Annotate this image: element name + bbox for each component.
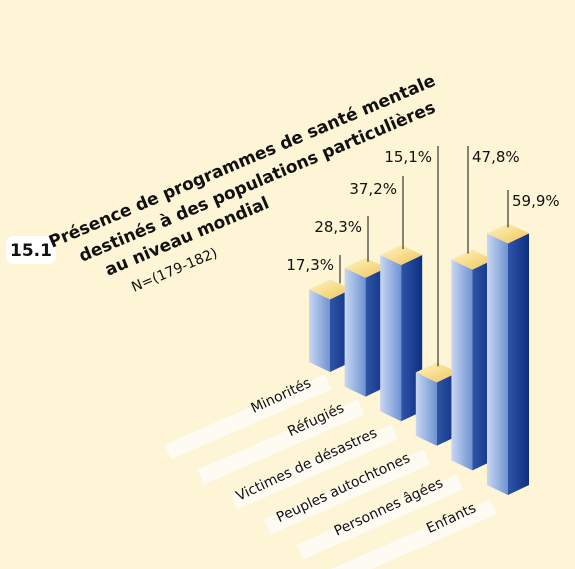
bar-top [380,244,423,265]
value-label: 59,9% [512,192,560,210]
bar-right-face [508,233,529,496]
badge-box [6,236,56,264]
bar-top [451,249,494,270]
label-stripe [164,374,332,460]
bar-left-face [309,289,330,372]
bar-left-face [344,267,366,397]
bar [487,223,529,496]
bar-top [415,362,458,383]
label-stripe [197,399,365,485]
value-label: 37,2% [349,180,397,198]
bar-top [487,223,529,244]
title-line: Présence de programmes de santé mentale [46,71,438,253]
value-label: 17,3% [286,256,334,274]
bar [380,244,423,422]
bar-left-face [415,372,437,446]
value-label: 47,8% [472,148,520,166]
label-stripe [296,474,464,560]
bar-left-face [380,254,402,422]
bar-top [344,257,387,278]
label-stripe [230,424,398,510]
value-label: 28,3% [314,218,362,236]
label-stripe [331,499,497,569]
label-stripe [263,449,431,535]
badge: 15.1 [10,241,52,261]
bar [415,362,458,446]
bar-top [309,279,351,300]
bar-left-face [451,259,473,471]
bar-left-face [487,233,508,496]
value-label: 15,1% [384,148,432,166]
